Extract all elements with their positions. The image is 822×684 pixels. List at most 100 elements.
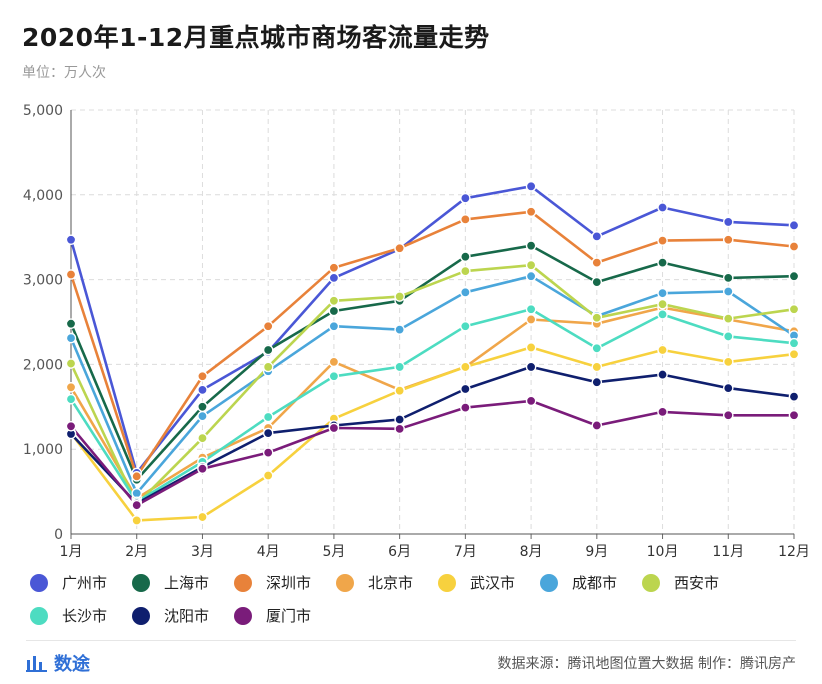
data-point-5-6 [460,287,471,298]
legend-item-8: 沈阳市 [132,605,234,626]
footer-divider [26,640,796,641]
data-source: 数据来源：腾讯地图位置大数据 制作：腾讯房产 [497,656,796,672]
data-point-2-1 [131,471,143,482]
legend-swatch [30,606,48,625]
data-point-0-10 [722,216,734,228]
data-point-9-1 [131,499,143,511]
data-point-5-10 [722,286,734,297]
series-line-6 [69,263,795,506]
data-point-7-8 [591,342,603,354]
data-point-4-6 [460,361,471,373]
x-tick-label: 3月 [191,544,214,560]
data-point-2-6 [460,214,471,225]
data-point-2-4 [328,262,340,274]
data-point-6-4 [328,295,340,307]
data-point-9-11 [788,409,800,421]
data-point-8-11 [788,391,800,402]
data-point-6-8 [591,312,603,324]
chart-legend: 广州市 上海市 深圳市 北京市 武汉市 成都市 西安市 长沙市 沈阳市 厦门市 [30,572,810,626]
data-point-6-10 [722,313,734,324]
data-point-1-2 [197,401,208,413]
data-point-9-9 [657,406,668,418]
y-tick-label: 4,000 [23,188,63,204]
y-tick-label: 1,000 [23,442,63,458]
legend-label: 西安市 [674,574,720,592]
legend-item-4: 武汉市 [438,572,540,593]
data-point-3-4 [328,356,340,368]
legend-label: 北京市 [368,574,414,592]
data-point-6-9 [657,298,668,310]
data-point-2-7 [525,206,537,218]
data-point-5-9 [657,287,668,299]
data-point-7-10 [722,331,734,342]
data-point-0-8 [591,231,603,242]
bar-chart-icon [26,656,47,672]
legend-swatch [642,573,660,592]
x-tick-label: 11月 [712,544,744,560]
data-point-8-10 [722,382,734,394]
data-point-1-9 [657,257,668,268]
legend-label: 长沙市 [62,607,108,625]
data-point-9-8 [591,420,603,431]
data-point-1-11 [788,270,800,282]
legend-swatch [132,573,150,592]
data-point-2-3 [262,320,274,332]
data-point-1-7 [525,240,537,251]
legend-swatch [234,573,252,592]
legend-item-0: 广州市 [30,572,132,593]
data-point-0-11 [788,220,800,231]
data-point-3-0 [65,381,77,393]
chart-subtitle: 单位：万人次 [22,65,106,81]
series-line-7 [69,307,795,504]
legend-label: 深圳市 [266,574,312,592]
data-point-3-7 [525,314,537,325]
data-point-9-3 [262,447,274,458]
data-point-9-10 [722,409,734,421]
data-point-7-9 [657,309,668,320]
data-point-7-0 [65,393,77,405]
data-point-7-7 [525,303,537,315]
data-point-1-3 [262,344,274,356]
data-point-2-8 [591,257,603,268]
legend-label: 武汉市 [470,574,516,592]
data-point-9-2 [197,463,208,475]
data-point-2-0 [65,269,77,280]
data-point-6-0 [65,358,77,369]
legend-item-9: 厦门市 [234,605,336,626]
data-point-8-8 [591,376,603,388]
data-point-6-7 [525,259,537,271]
data-point-2-10 [722,234,734,246]
data-point-5-5 [394,324,405,335]
data-point-0-0 [65,234,77,246]
legend-swatch [540,573,558,592]
legend-swatch [438,573,456,592]
data-point-0-2 [197,384,208,396]
data-point-9-0 [65,421,77,432]
legend-swatch [234,606,252,625]
data-point-2-11 [788,241,800,252]
data-point-5-7 [525,270,537,282]
brand-name: 数途 [54,654,90,675]
x-tick-label: 9月 [585,544,608,560]
data-point-5-2 [197,410,208,422]
data-point-6-3 [262,361,274,373]
data-point-7-3 [262,411,274,423]
data-point-4-3 [262,470,274,481]
series-line-1 [69,244,795,482]
data-point-6-6 [460,265,471,277]
legend-label: 广州市 [62,574,108,592]
x-tick-label: 8月 [520,544,543,560]
legend-swatch [30,573,48,592]
data-point-7-6 [460,320,471,332]
data-point-1-6 [460,251,471,263]
series-line-9 [70,399,794,507]
y-tick-label: 0 [54,527,63,543]
data-point-5-4 [328,320,340,332]
x-tick-label: 12月 [778,544,810,560]
y-tick-label: 2,000 [23,357,63,373]
data-point-9-4 [328,422,340,434]
x-tick-label: 4月 [257,544,280,560]
legend-label: 沈阳市 [164,607,210,625]
data-point-8-5 [394,414,405,425]
x-tick-label: 7月 [454,544,477,560]
